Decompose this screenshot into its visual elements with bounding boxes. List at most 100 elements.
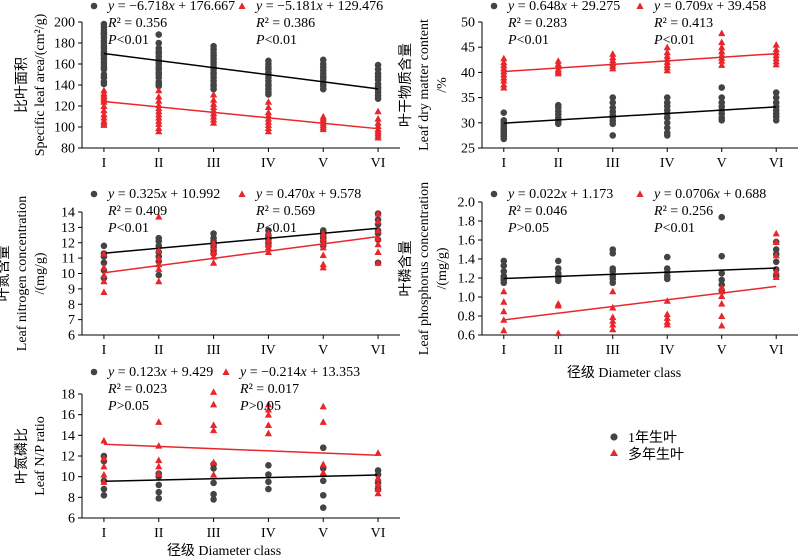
- y-tick-label: 140: [54, 79, 75, 94]
- point-perennial: [500, 287, 508, 295]
- annot-annual-r2: R² = 0.409: [107, 204, 167, 219]
- annot-annual-marker: [90, 368, 98, 376]
- point-perennial: [209, 471, 218, 478]
- y-tick-label: 11: [62, 252, 75, 267]
- point-perennial: [663, 310, 671, 318]
- x-tick-label: IV: [261, 343, 276, 358]
- point-perennial: [209, 248, 218, 255]
- point-annual: [718, 94, 726, 101]
- point-perennial: [264, 429, 273, 437]
- point-annual: [663, 124, 671, 132]
- point-perennial: [319, 243, 327, 251]
- annot-perennial-r2: R² = 0.386: [255, 16, 315, 31]
- point-perennial: [772, 273, 780, 281]
- x-tick-label: V: [717, 156, 727, 171]
- y-tick-label: 1.8: [458, 215, 476, 230]
- point-perennial: [374, 234, 382, 242]
- point-perennial: [155, 442, 163, 449]
- annot-annual-marker: [490, 190, 498, 198]
- point-annual: [155, 488, 163, 496]
- y-tick-label: 1.6: [458, 234, 476, 249]
- point-perennial: [718, 43, 726, 51]
- point-perennial: [554, 301, 562, 309]
- x-tick-label: VI: [769, 343, 784, 358]
- x-tick-label: V: [318, 156, 328, 171]
- point-perennial: [264, 421, 273, 428]
- point-perennial: [374, 480, 382, 487]
- point-annual: [500, 109, 508, 117]
- y-tick-label: 12: [61, 450, 75, 465]
- point-perennial: [718, 38, 726, 46]
- x-tick-label: III: [207, 343, 221, 358]
- point-annual: [554, 257, 562, 265]
- point-perennial: [609, 313, 617, 320]
- point-perennial: [609, 320, 617, 328]
- annot-perennial-equation: y = −0.214x + 13.353: [238, 365, 360, 380]
- annot-perennial-p: P<0.01: [653, 33, 695, 48]
- y-tick-label: 13: [61, 221, 75, 236]
- y-tick-label: 9: [68, 282, 75, 297]
- annot-annual-r2: R² = 0.356: [107, 16, 167, 31]
- x-tick-label: VI: [371, 526, 386, 541]
- fit-line-annual: [503, 267, 777, 280]
- point-perennial: [319, 402, 327, 410]
- point-annual: [210, 465, 217, 472]
- y-tick-label: 6: [68, 512, 75, 527]
- point-annual: [319, 85, 327, 93]
- point-perennial: [718, 312, 726, 319]
- y-tick-label: 180: [54, 37, 75, 52]
- point-perennial: [663, 320, 671, 328]
- y-axis-label: 比叶面积: [14, 57, 30, 113]
- annot-perennial-r2: R² = 0.256: [653, 204, 713, 219]
- point-perennial: [554, 329, 562, 337]
- point-annual: [609, 268, 617, 275]
- y-tick-label: 120: [54, 100, 75, 115]
- point-perennial: [100, 436, 108, 444]
- point-annual: [554, 277, 562, 285]
- point-perennial: [772, 238, 780, 245]
- point-annual: [772, 94, 780, 101]
- point-annual: [319, 477, 327, 485]
- point-perennial: [374, 226, 382, 234]
- point-perennial: [319, 263, 327, 271]
- x-tick-label: II: [554, 156, 564, 171]
- point-annual: [265, 91, 272, 98]
- annot-annual-equation: y = 0.325x + 10.992: [106, 187, 220, 202]
- point-perennial: [374, 259, 382, 266]
- y-tick-label: 2.0: [458, 196, 476, 211]
- y-axis-label: Leaf N/P ratio: [33, 416, 48, 496]
- point-annual: [100, 65, 108, 73]
- point-perennial: [155, 456, 163, 464]
- shared-xlabel-right: 径级 Diameter class: [567, 365, 681, 381]
- annot-perennial-r2: R² = 0.017: [239, 382, 299, 397]
- point-perennial: [100, 277, 108, 285]
- y-tick-label: 40: [461, 66, 475, 81]
- point-perennial: [100, 102, 108, 109]
- fit-line-perennial: [503, 285, 777, 321]
- y-tick-label: 0.6: [458, 329, 476, 344]
- point-perennial: [374, 474, 382, 481]
- point-annual: [155, 271, 163, 279]
- x-tick-label: II: [554, 343, 564, 358]
- y-tick-label: 30: [461, 116, 475, 131]
- point-perennial: [663, 314, 671, 321]
- point-perennial: [319, 125, 327, 133]
- point-perennial: [554, 69, 562, 77]
- annot-annual-p: P>0.05: [507, 221, 549, 236]
- point-annual: [155, 39, 163, 47]
- legend-annual-marker: [610, 433, 618, 441]
- point-annual: [319, 491, 327, 499]
- point-perennial: [374, 248, 382, 255]
- point-perennial: [718, 283, 726, 291]
- point-perennial: [609, 325, 617, 333]
- y-axis-label: Leaf dry matter content: [417, 19, 432, 151]
- annot-perennial-equation: y = 0.0706x + 0.688: [652, 187, 766, 202]
- y-axis-label: 叶氮含量: [0, 246, 12, 302]
- point-annual: [100, 491, 108, 499]
- y-tick-label: 80: [61, 142, 75, 157]
- point-perennial: [319, 251, 327, 259]
- annot-annual-p: P<0.01: [107, 33, 149, 48]
- annot-perennial-marker: [238, 190, 246, 197]
